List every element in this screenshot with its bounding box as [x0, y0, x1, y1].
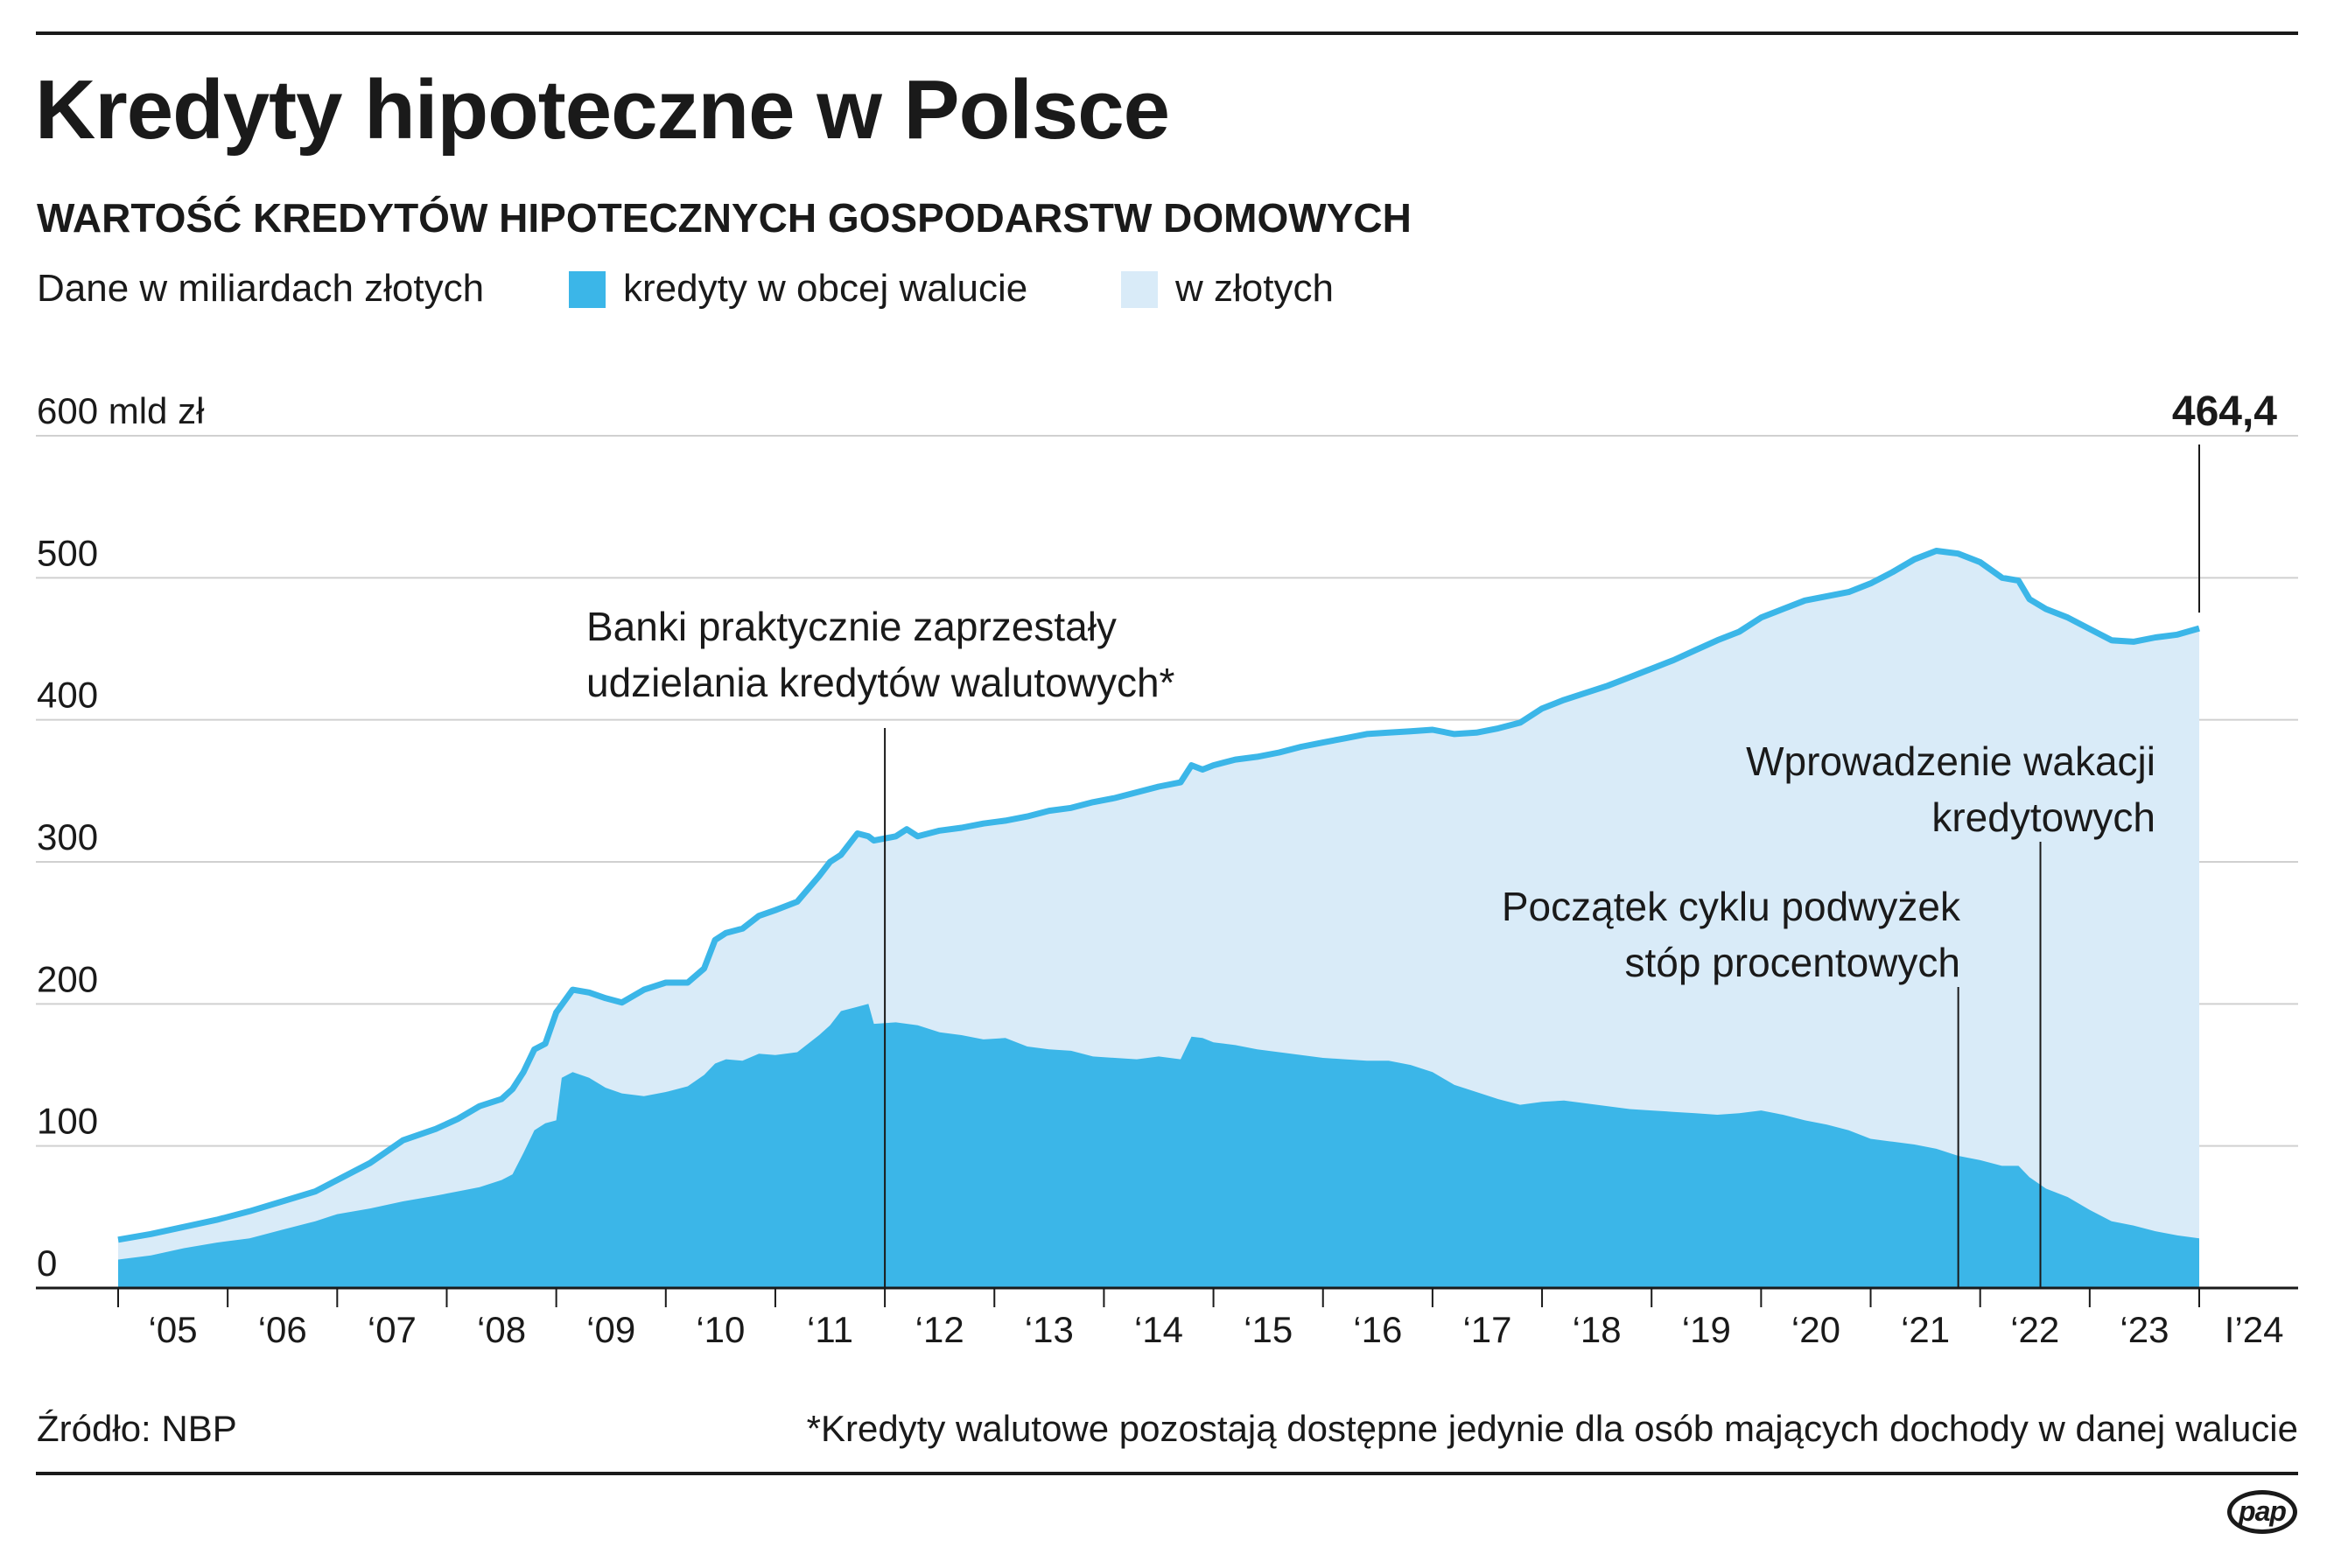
total-line — [117, 548, 2200, 1243]
annotation-2012-text: Banki praktycznie zaprzestały — [586, 604, 1117, 649]
annotation-2012-text: udzielania kredytów walutowych* — [586, 660, 1175, 705]
x-tick-label: ‘10 — [696, 1309, 745, 1350]
last-value-label: 464,4 — [2172, 388, 2277, 435]
x-tick-label: I’24 — [2225, 1309, 2284, 1350]
x-tick-label: ‘07 — [368, 1309, 417, 1350]
x-tick-label: ‘12 — [915, 1309, 964, 1350]
y-tick-label: 200 — [37, 958, 98, 999]
area-layers — [117, 548, 2200, 1288]
y-tick-label: 300 — [37, 816, 98, 858]
x-tick-label: ‘15 — [1244, 1309, 1293, 1350]
x-tick-label: ‘14 — [1134, 1309, 1183, 1350]
x-tick-label: ‘22 — [2010, 1309, 2059, 1350]
x-tick-label: ‘06 — [258, 1309, 307, 1350]
x-tick-label: ‘21 — [1901, 1309, 1950, 1350]
x-tick-label: ‘23 — [2120, 1309, 2169, 1350]
y-tick-label: 600 mld zł — [37, 390, 205, 431]
area-foreign — [118, 1004, 2199, 1288]
x-tick-label: ‘13 — [1025, 1309, 1074, 1350]
x-tick-label: ‘20 — [1791, 1309, 1840, 1350]
x-tick-label: ‘09 — [586, 1309, 635, 1350]
unit-note: Dane w miliardach złotych — [37, 267, 485, 310]
x-tick-label: ‘05 — [149, 1309, 198, 1350]
legend-swatch-pln — [1121, 271, 1158, 308]
annotation-2022-text: kredytowych — [1931, 794, 2155, 840]
x-tick-label: ‘18 — [1573, 1309, 1622, 1350]
top-rule — [36, 32, 2298, 35]
bottom-rule — [36, 1472, 2298, 1475]
legend-label-pln: w złotych — [1175, 267, 1334, 310]
page-title: Kredyty hipoteczne w Polsce — [35, 63, 1170, 157]
footnote: *Kredyty walutowe pozostają dostępne jed… — [806, 1408, 2298, 1449]
axes: ‘05 ‘06 ‘07 ‘08 ‘09 ‘10 ‘11 ‘12 ‘13 ‘14 ‘15 ‘16 ‘17 ‘… — [36, 1286, 2298, 1350]
pap-logo: pap — [2227, 1490, 2297, 1534]
y-tick-label: 500 — [37, 532, 98, 573]
legend-label-foreign: kredyty w obcej walucie — [623, 267, 1028, 310]
annotations: 464,4 Banki praktycznie zaprzestały udziel… — [586, 388, 2277, 1288]
x-tick-label: ‘08 — [477, 1309, 526, 1350]
x-tick-label: ‘16 — [1353, 1309, 1402, 1350]
chart-subtitle: WARTOŚĆ KREDYTÓW HIPOTECZNYCH GOSPODARST… — [37, 195, 1412, 241]
annotation-2021-text: Początek cyklu podwyżek — [1502, 884, 1961, 929]
annotation-2022-text: Wprowadzenie wakacji — [1746, 738, 2155, 784]
y-tick-label: 100 — [37, 1101, 98, 1142]
x-tick-label: ‘11 — [807, 1309, 853, 1350]
x-tick-label: ‘17 — [1462, 1309, 1511, 1350]
y-tick-label: 400 — [37, 675, 98, 716]
source-note: Źródło: NBP — [37, 1408, 237, 1449]
annotation-2021-text: stóp procentowych — [1624, 940, 1960, 985]
x-tick-label: ‘19 — [1682, 1309, 1731, 1350]
legend-swatch-foreign — [569, 271, 606, 308]
y-tick-label: 0 — [37, 1242, 57, 1284]
